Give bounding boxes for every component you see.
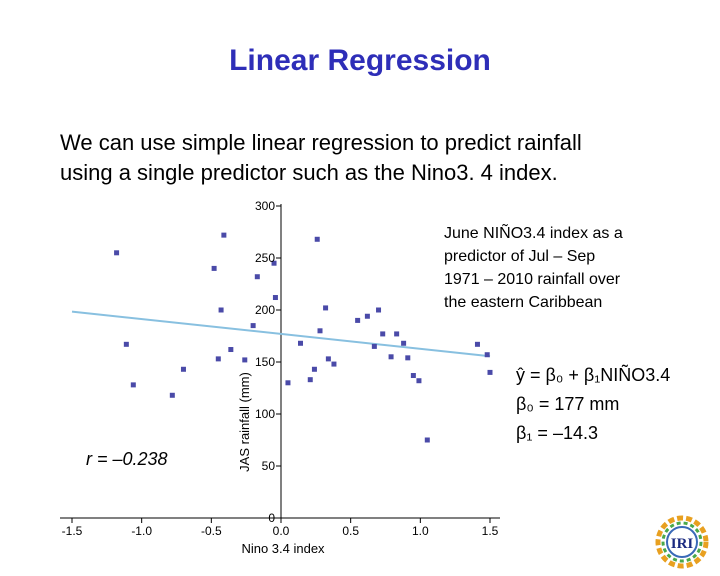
chart-axes [60,204,500,523]
data-point [388,354,394,360]
iri-logo-icon: IRI [655,515,709,569]
data-point [211,265,217,271]
equation-line-2: β₀ = 177 mm [516,394,619,414]
data-point [331,361,337,367]
data-point [114,250,120,256]
x-tick-label: 0.0 [273,524,290,538]
data-point [325,356,331,362]
body-line-2: using a single predictor such as the Nin… [60,160,558,185]
data-point [484,352,490,358]
data-point [298,340,304,346]
equation-line-3: β₁ = –14.3 [516,423,598,443]
x-tick-label: -0.5 [201,524,222,538]
x-tick-labels: -1.5 -1.0 -0.5 0.0 0.5 1.0 1.5 [62,524,499,538]
x-tick-label: 0.5 [342,524,359,538]
data-point [218,307,224,313]
description-line-4: the eastern Caribbean [444,294,603,311]
y-tick-label: 0 [268,511,275,525]
x-tick-label: 1.0 [412,524,429,538]
x-tick-label: -1.5 [62,524,83,538]
data-points [114,232,493,443]
correlation-label: r = –0.238 [86,449,168,469]
data-point [401,340,407,346]
slide-body: We can use simple linear regression to p… [60,128,700,188]
data-point [394,331,400,337]
data-point [285,380,291,386]
equation-line-1: ŷ = β₀ + β₁NIÑO3.4 [516,364,670,385]
data-point [314,236,320,242]
data-point [271,260,277,266]
data-point [169,392,175,398]
logo-text: IRI [671,536,694,552]
x-tick-label: 1.5 [482,524,499,538]
data-point [180,366,186,372]
data-point [405,355,411,361]
description-line-1: June NIÑO3.4 index as a [444,225,623,242]
y-tick-label: 200 [255,303,275,317]
y-tick-label: 100 [255,407,275,421]
body-line-1: We can use simple linear regression to p… [60,130,582,155]
data-point [130,382,136,388]
data-point [250,323,256,329]
data-point [371,343,377,349]
data-point [307,377,313,383]
data-point [364,313,370,319]
description-line-2: predictor of Jul – Sep [444,248,596,265]
y-tick-labels: 0 50 100 150 200 250 300 [255,199,275,525]
x-axis-label: Nino 3.4 index [241,541,325,556]
data-point [221,232,227,238]
data-point [355,317,361,323]
data-point [410,373,416,379]
data-point [311,366,317,372]
data-point [272,295,278,301]
regression-line [71,310,491,358]
data-point [242,357,248,363]
data-point [424,437,430,443]
y-tick-label: 50 [262,459,276,473]
data-point [376,307,382,313]
y-tick-label: 250 [255,251,275,265]
x-tick-label: -1.0 [131,524,152,538]
description-line-3: 1971 – 2010 rainfall over [444,271,621,288]
chart-description: June NIÑO3.4 index as a predictor of Jul… [444,222,714,314]
data-point [487,369,493,375]
data-point [228,347,234,353]
data-point [317,328,323,334]
data-point [254,274,260,280]
y-tick-label: 300 [255,199,275,213]
data-point [215,356,221,362]
slide-title: Linear Regression [229,44,491,77]
data-point [323,305,329,311]
data-point [474,341,480,347]
y-tick-label: 150 [255,355,275,369]
data-point [416,378,422,384]
data-point [380,331,386,337]
y-axis-label: JAS rainfall (mm) [237,372,252,472]
data-point [123,341,129,347]
